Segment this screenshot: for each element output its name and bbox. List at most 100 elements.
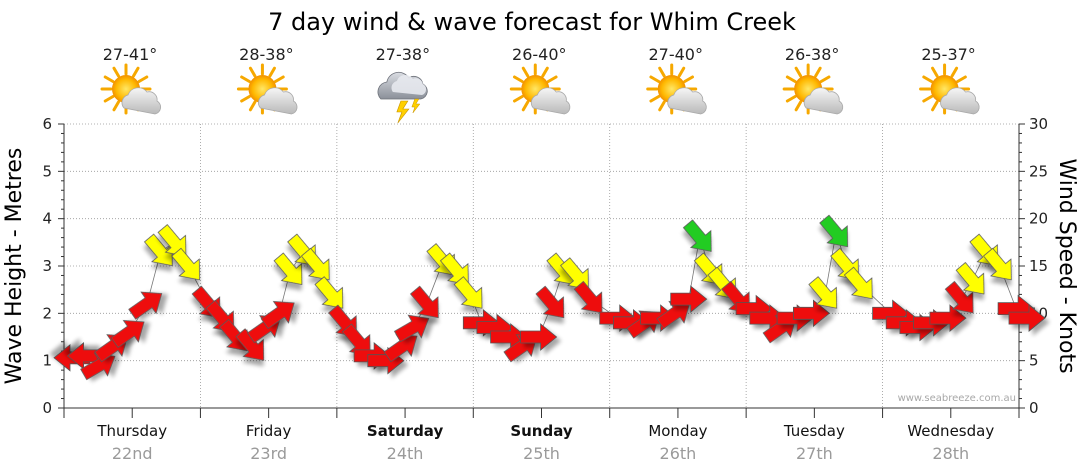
wind-arrow [982, 247, 1012, 281]
wind-arrow [171, 247, 200, 281]
wind-arrow [656, 301, 691, 330]
x-day-date-label: 23rd [250, 444, 287, 463]
x-day-date-label: 26th [660, 444, 697, 463]
grid [64, 123, 1019, 408]
sun-ray [794, 100, 803, 112]
wind-arrow [573, 280, 603, 314]
sun-ray [112, 66, 120, 78]
y-tick-label-left: 1 [42, 352, 52, 370]
sun-ray [240, 75, 251, 83]
wind-arrow [393, 314, 430, 343]
wind-arrows [53, 214, 1046, 381]
partly-cloudy-sun-icon [919, 63, 980, 115]
sun-ray [521, 66, 530, 78]
y-tick-label-left: 0 [42, 399, 52, 417]
sun-ray [814, 66, 822, 78]
x-day-date-label: 27th [796, 444, 833, 463]
sun-ray [546, 75, 558, 83]
wind-arrow [235, 328, 265, 361]
sun-ray [819, 75, 831, 83]
wind-arrow [300, 247, 330, 281]
cloud-shape [940, 87, 980, 115]
sun-ray [521, 100, 530, 112]
temperature-range: 27-40° [648, 45, 703, 64]
temperature-range: 26-38° [785, 45, 840, 64]
sun-ray [649, 94, 661, 103]
x-axis-day-labels: Thursday 22nd Friday 23rd Saturday 24th Sunday… [96, 422, 994, 463]
x-day-name-label: Sunday [510, 422, 573, 440]
sun-ray [649, 75, 661, 83]
y-axis-title-right: Wind Speed - Knots [1054, 158, 1079, 373]
wind-arrow [843, 266, 873, 300]
sun-ray [273, 75, 285, 83]
x-day-date-label: 28th [932, 444, 969, 463]
wind-arrow [808, 276, 838, 309]
daily-forecast-header: 27-41° 28-38° 27-38° 26-40° 27-40° 26-38° 25-3… [100, 45, 980, 124]
y-tick-label-right: 30 [1029, 115, 1048, 133]
temperature-range: 26-40° [512, 45, 567, 64]
sun-ray [785, 75, 797, 83]
wind-arrow [819, 214, 848, 248]
wind-arrow [143, 233, 173, 267]
wind-arrow [1008, 304, 1046, 332]
cloud-shape [121, 87, 161, 115]
y-tick-label-right: 0 [1029, 399, 1039, 417]
x-day-name-label: Thursday [96, 422, 167, 440]
temperature-range: 28-38° [239, 45, 294, 64]
sun-ray [541, 66, 549, 78]
y-tick-label-left: 3 [42, 257, 52, 275]
sun-ray [513, 94, 524, 103]
sun-ray [950, 66, 959, 78]
x-day-date-label: 25th [523, 444, 560, 463]
sun-ray [248, 66, 257, 78]
y-axis-title-left: Wave Height - Metres [2, 148, 27, 385]
partly-cloudy-sun-icon [646, 63, 707, 115]
y-tick-label-right: 25 [1029, 162, 1048, 180]
wind-arrow [944, 280, 974, 314]
temperature-range: 27-41° [103, 45, 158, 64]
x-day-name-label: Wednesday [907, 422, 994, 440]
cloud-shape [667, 87, 707, 115]
y-tick-label-left: 2 [42, 304, 52, 322]
cloud-shape [530, 87, 571, 115]
x-day-name-label: Friday [246, 422, 292, 440]
sun-ray [103, 94, 115, 103]
x-day-date-label: 24th [387, 444, 424, 463]
cloud-shape [803, 87, 844, 115]
wind-arrow [110, 320, 145, 349]
sun-ray [931, 100, 939, 112]
wind-arrow [520, 323, 558, 351]
wind-arrow [314, 276, 344, 309]
sun-ray [132, 66, 140, 78]
partly-cloudy-sun-icon [509, 63, 571, 115]
sun-ray [677, 66, 686, 78]
lightning-bolt [411, 98, 421, 114]
sun-ray [658, 100, 666, 112]
x-day-date-label: 22nd [112, 444, 153, 463]
sun-ray [240, 94, 251, 103]
sun-ray [922, 94, 934, 103]
wind-arrow [273, 252, 303, 285]
partly-cloudy-sun-icon [782, 63, 844, 115]
wind-arrow [409, 285, 439, 319]
sun-ray [658, 66, 666, 78]
wind-arrow [80, 352, 116, 381]
y-tick-label-left: 5 [42, 162, 52, 180]
storm-cloud-highlight [391, 74, 427, 95]
wind-arrow [682, 219, 712, 252]
wind-arrow [670, 285, 708, 313]
wind-arrow [929, 304, 967, 332]
wind-arrow [128, 291, 163, 320]
x-day-name-label: Monday [648, 422, 707, 440]
cloud-shape [258, 87, 298, 115]
x-day-name-label: Saturday [367, 422, 444, 440]
sun-ray [137, 75, 149, 83]
temperature-range: 27-38° [376, 45, 431, 64]
partly-cloudy-sun-icon [100, 63, 161, 115]
wind-arrow [453, 276, 483, 309]
y-tick-label-right: 15 [1029, 257, 1048, 275]
wind-arrow [535, 285, 565, 319]
y-tick-label-left: 4 [42, 210, 52, 228]
sun-ray [683, 75, 694, 83]
